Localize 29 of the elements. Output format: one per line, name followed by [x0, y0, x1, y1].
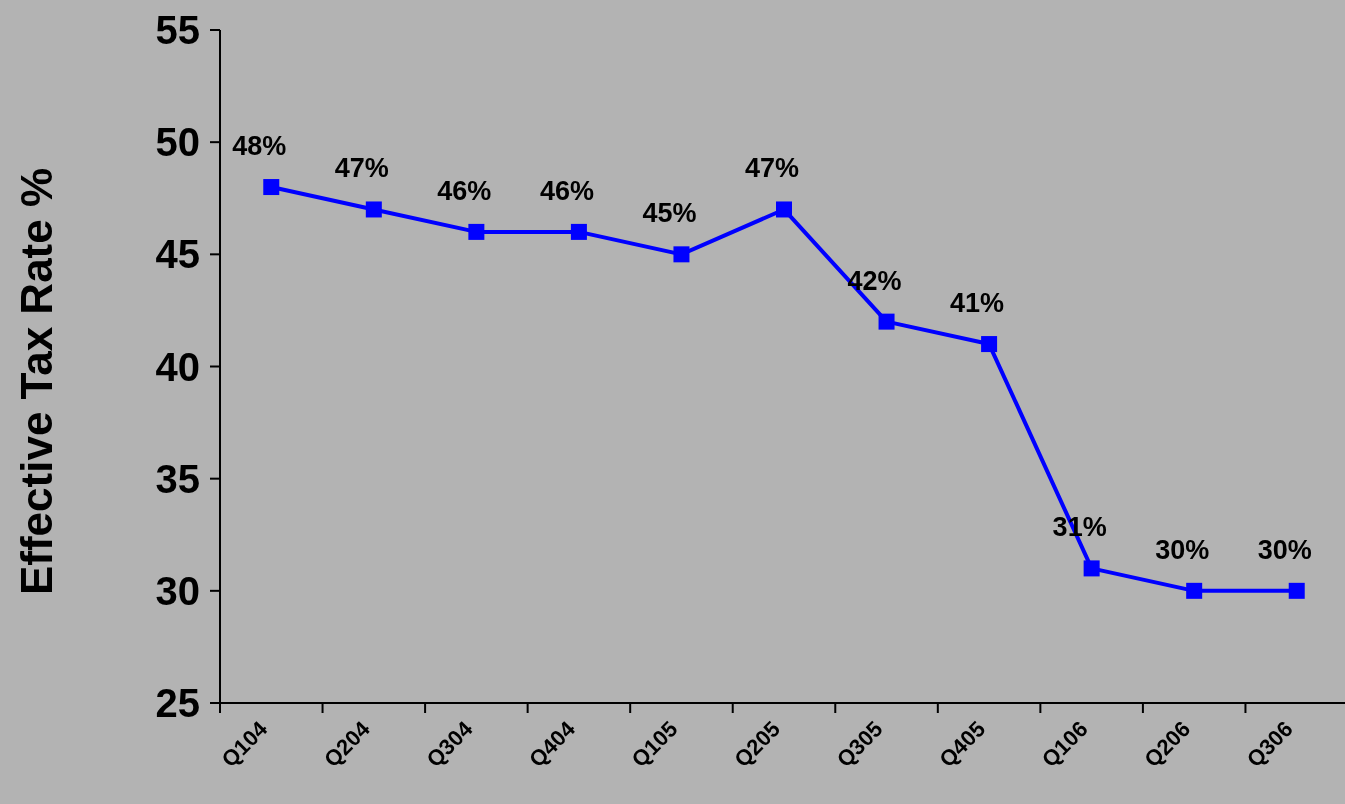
- point: [1083, 560, 1100, 577]
- y-tick-label: 30: [155, 568, 200, 613]
- y-tick-label: 45: [155, 232, 200, 277]
- y-tick-label: 35: [155, 456, 200, 501]
- y-tick-label: 25: [155, 681, 200, 725]
- data-label: 47%: [744, 153, 800, 184]
- point: [776, 201, 792, 218]
- point: [1288, 582, 1305, 599]
- point: [570, 223, 587, 240]
- data-label: 30%: [1155, 534, 1210, 565]
- point: [981, 336, 998, 353]
- data-label: 46%: [437, 175, 492, 206]
- point: [263, 179, 280, 196]
- y-tick-label: 55: [155, 8, 200, 52]
- y-axis-title: Effective Tax Rate %: [12, 167, 61, 596]
- point: [1186, 582, 1203, 599]
- data-label: 46%: [539, 175, 594, 206]
- data-label: 30%: [1257, 534, 1312, 565]
- y-tick-label: 40: [155, 344, 200, 389]
- data-label: 47%: [334, 153, 389, 184]
- data-label: 42%: [847, 265, 902, 296]
- point: [468, 223, 485, 240]
- data-label: 41%: [950, 288, 1005, 319]
- data-label: 45%: [642, 198, 697, 229]
- data-label: 48%: [232, 131, 287, 162]
- point: [673, 246, 690, 263]
- point: [878, 313, 895, 330]
- y-tick-label: 50: [155, 120, 200, 165]
- point: [365, 201, 382, 218]
